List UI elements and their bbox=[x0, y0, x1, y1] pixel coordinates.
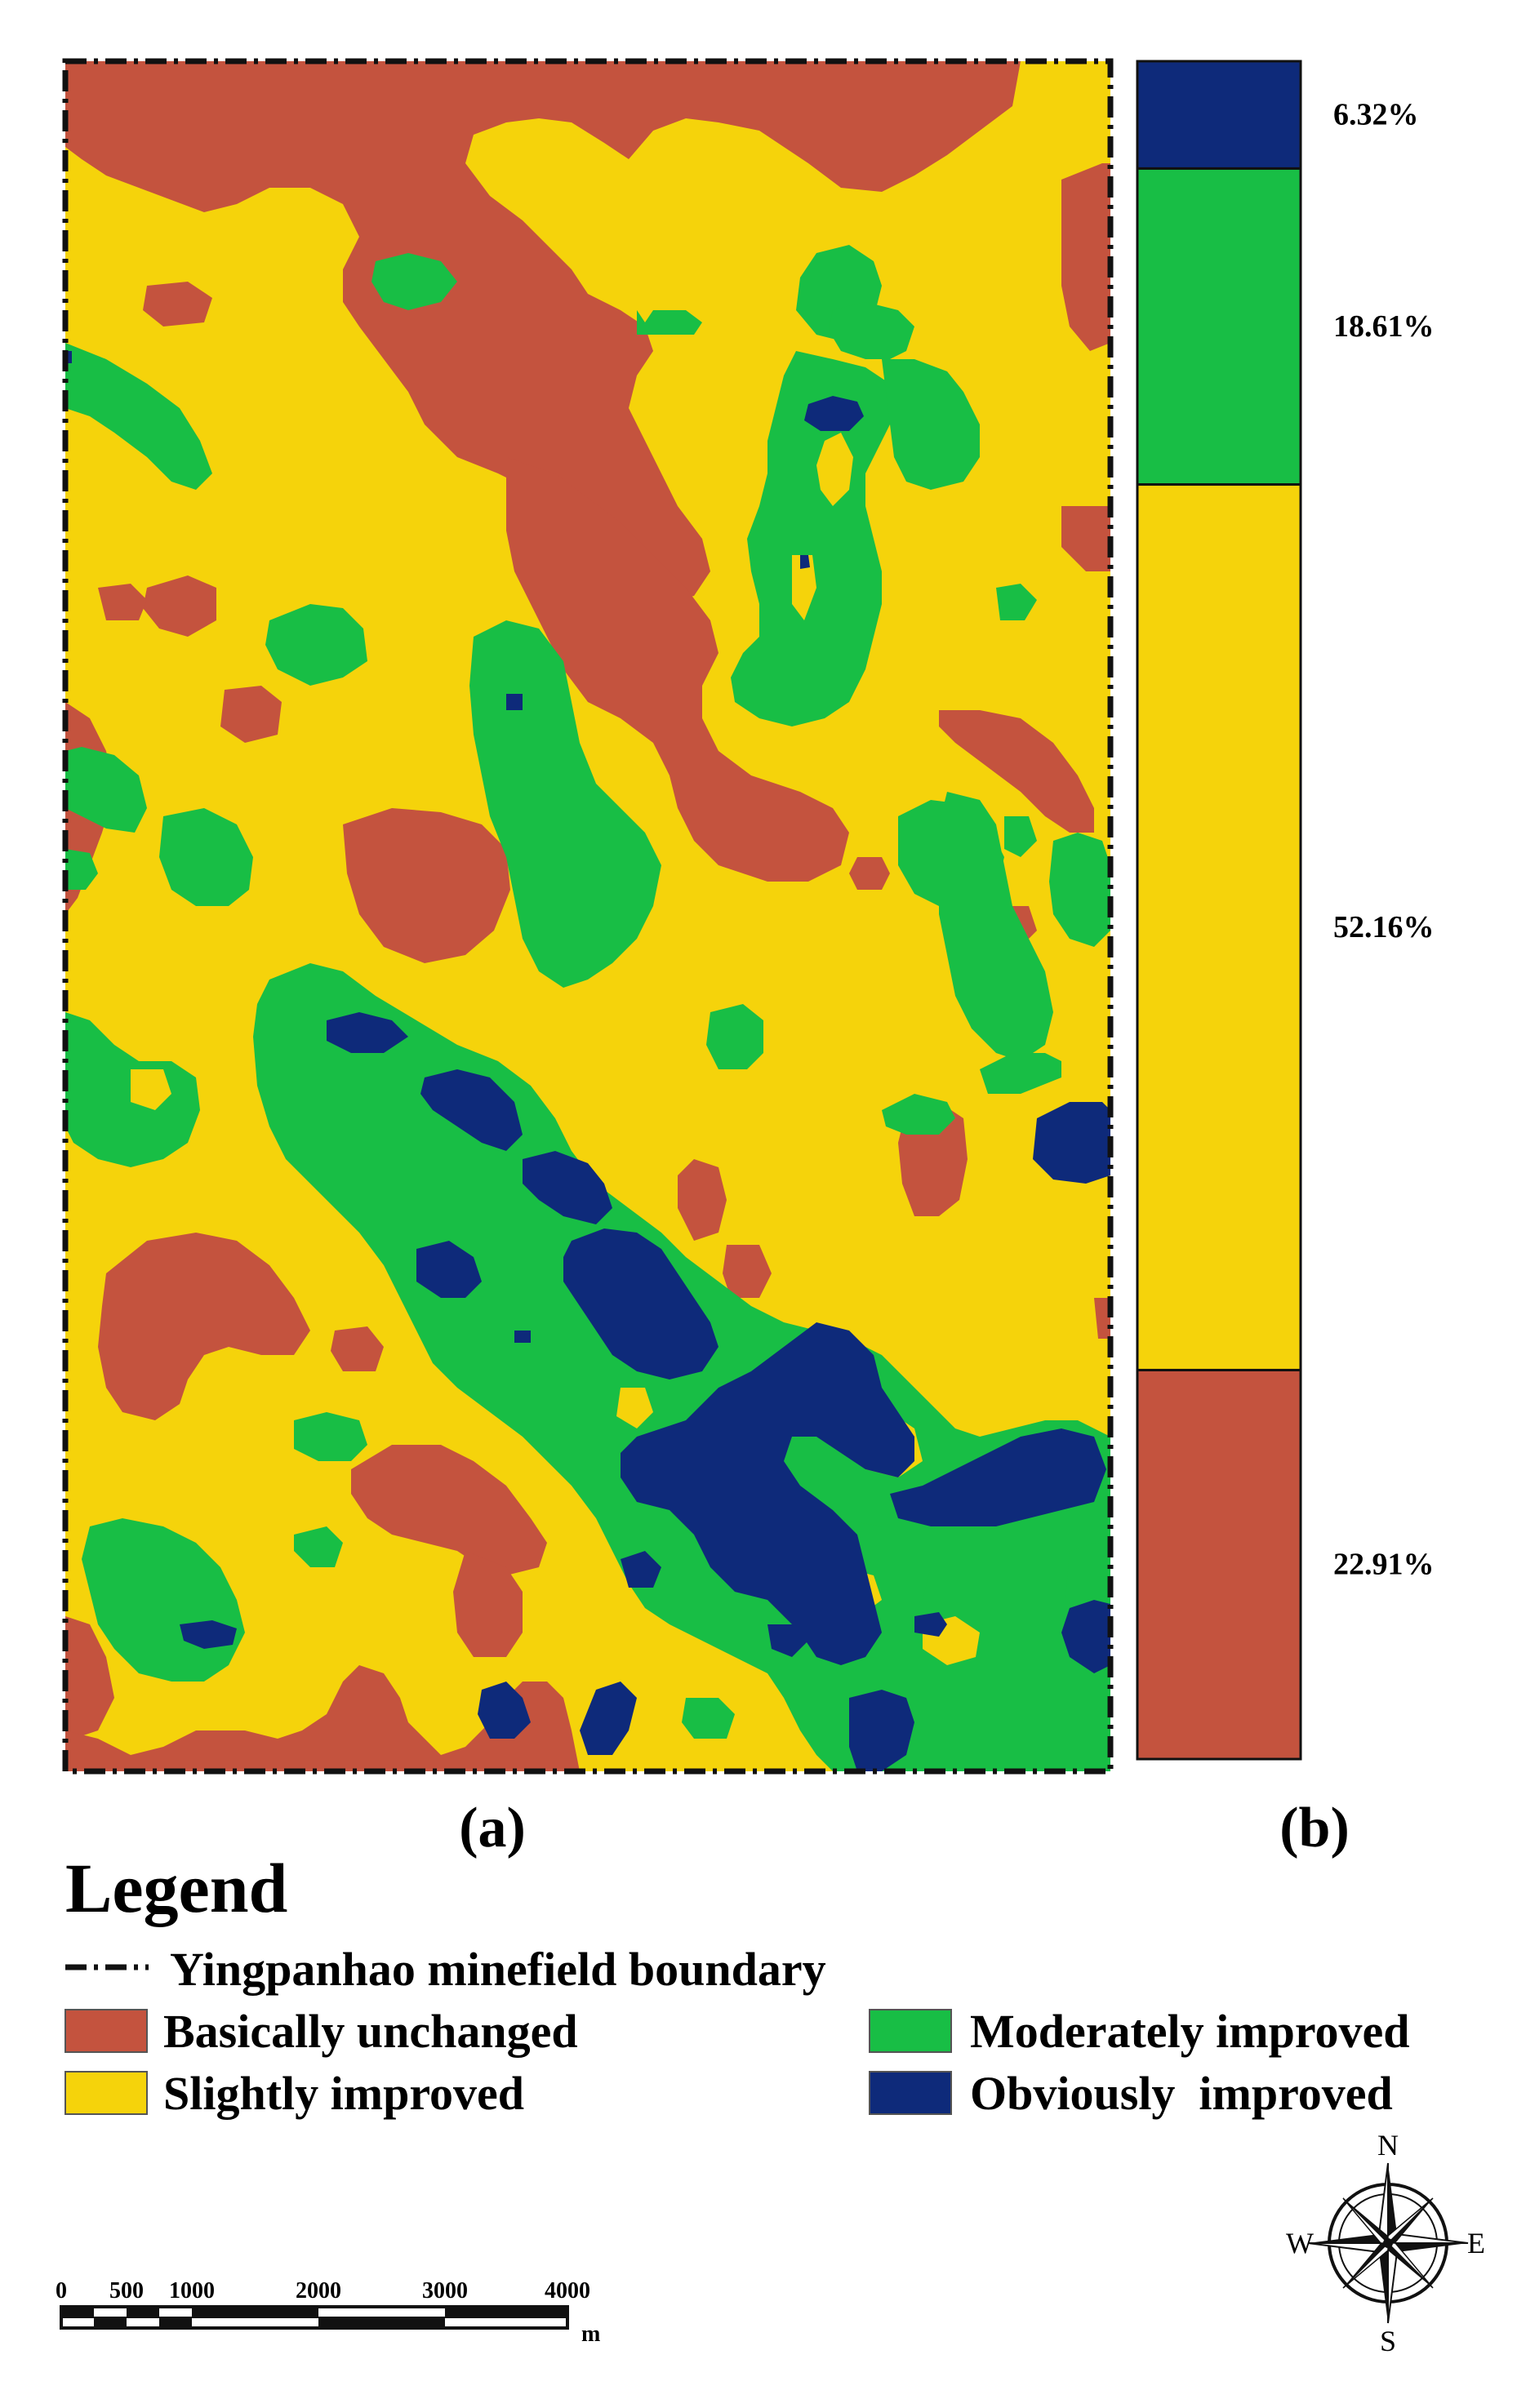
obviously-improved-patches bbox=[65, 351, 1110, 1771]
bar-segment-obviously-improved bbox=[1136, 60, 1302, 170]
scale-bar-tick-labels: 0 500 1000 2000 3000 4000 bbox=[56, 2278, 590, 2304]
bar-label-basically-unchanged: 22.91% bbox=[1333, 1548, 1435, 1582]
compass-east-label: E bbox=[1467, 2227, 1485, 2259]
scale-bar bbox=[60, 2305, 569, 2330]
bar-segment-slightly-improved bbox=[1136, 483, 1302, 1371]
legend-swatch-slightly-improved bbox=[65, 2071, 148, 2115]
scale-bar-unit: m bbox=[581, 2321, 600, 2347]
legend-swatch-obviously-improved bbox=[869, 2071, 952, 2115]
scale-tick-2000: 2000 bbox=[296, 2278, 341, 2304]
panel-label-a: (a) bbox=[459, 1797, 526, 1859]
legend-label-moderately-improved: Moderately improved bbox=[970, 2005, 1410, 2058]
scale-tick-4000: 4000 bbox=[545, 2278, 590, 2304]
legend-boundary-label: Yingpanhao minefield boundary bbox=[170, 1943, 826, 1996]
scale-tick-500: 500 bbox=[109, 2278, 144, 2304]
scale-tick-0: 0 bbox=[56, 2278, 67, 2304]
bar-percentage-labels: 6.32% 18.61% 52.16% 22.91% bbox=[1333, 98, 1435, 1582]
stacked-percentage-bar bbox=[1136, 60, 1302, 1761]
compass-rose-icon bbox=[1307, 2162, 1469, 2324]
bar-segment-moderately-improved bbox=[1136, 167, 1302, 486]
bar-label-slightly-improved: 52.16% bbox=[1333, 910, 1435, 944]
bar-segment-basically-unchanged bbox=[1136, 1368, 1302, 1761]
legend-label-obviously-improved: Obviously improved bbox=[970, 2067, 1393, 2120]
compass-west-label: W bbox=[1286, 2227, 1314, 2259]
scale-tick-1000: 1000 bbox=[169, 2278, 215, 2304]
bar-label-moderately-improved: 18.61% bbox=[1333, 309, 1435, 344]
classification-map bbox=[65, 61, 1110, 1771]
legend-swatch-moderately-improved bbox=[869, 2009, 952, 2053]
legend-label-slightly-improved: Slightly improved bbox=[163, 2067, 524, 2120]
bar-label-obviously-improved: 6.32% bbox=[1333, 98, 1419, 132]
legend-title: Legend bbox=[65, 1849, 287, 1927]
panel-label-b: (b) bbox=[1279, 1797, 1350, 1859]
compass-north-label: N bbox=[1377, 2129, 1399, 2161]
legend-label-basically-unchanged: Basically unchanged bbox=[163, 2005, 578, 2058]
scale-tick-3000: 3000 bbox=[422, 2278, 468, 2304]
minefield-boundary bbox=[62, 58, 1114, 1775]
legend-swatch-basically-unchanged bbox=[65, 2009, 148, 2053]
compass-south-label: S bbox=[1380, 2325, 1396, 2357]
